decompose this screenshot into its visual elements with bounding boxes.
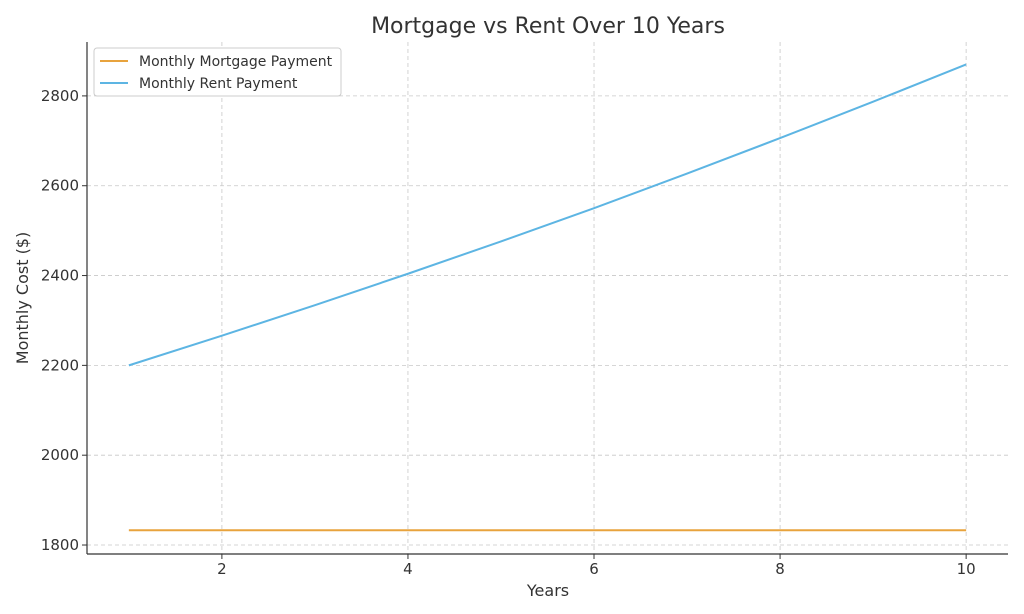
y-tick-label: 2000 [41,446,79,464]
x-tick-label: 8 [775,560,785,578]
y-axis-label: Monthly Cost ($) [13,232,32,364]
legend: Monthly Mortgage Payment Monthly Rent Pay… [93,47,342,97]
x-tick-label: 10 [957,560,976,578]
y-tick-label: 2600 [41,177,79,195]
x-tick-label: 6 [589,560,599,578]
grid-lines [87,42,1008,554]
legend-label-1: Monthly Rent Payment [139,76,298,92]
legend-box [93,47,342,97]
legend-label-0: Monthly Mortgage Payment [139,54,333,70]
axes [86,42,1008,555]
y-tick-label: 1800 [41,536,79,554]
ticks: 2 4 6 8 10 1800 2000 2200 2400 2600 2800 [41,87,976,578]
x-tick-label: 4 [403,560,413,578]
y-tick-label: 2200 [41,356,79,374]
x-tick-label: 2 [217,560,227,578]
x-axis-label: Years [526,581,569,600]
chart-title: Mortgage vs Rent Over 10 Years [371,14,725,39]
series-line-1 [128,63,967,367]
series-lines [128,63,967,532]
y-tick-label: 2400 [41,267,79,285]
y-tick-label: 2800 [41,87,79,105]
